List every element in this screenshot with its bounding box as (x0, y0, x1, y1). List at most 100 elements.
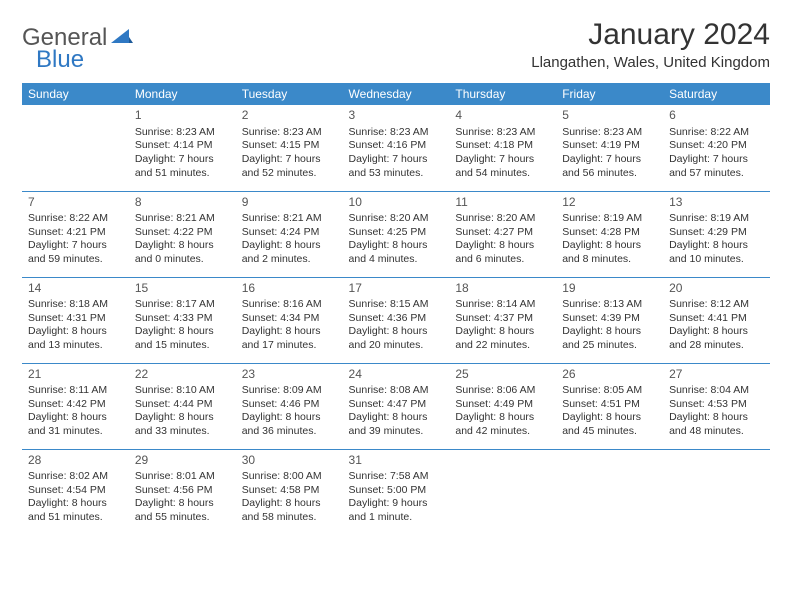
sunrise-line: Sunrise: 8:08 AM (349, 384, 444, 398)
sunset-line: Sunset: 4:56 PM (135, 484, 230, 498)
day-number: 10 (349, 195, 444, 211)
calendar-cell: 16Sunrise: 8:16 AMSunset: 4:34 PMDayligh… (236, 277, 343, 363)
calendar-cell: 5Sunrise: 8:23 AMSunset: 4:19 PMDaylight… (556, 105, 663, 191)
daylight-line: Daylight: 8 hours and 22 minutes. (455, 325, 550, 352)
day-number: 18 (455, 281, 550, 297)
sunrise-line: Sunrise: 8:01 AM (135, 470, 230, 484)
sunrise-line: Sunrise: 8:13 AM (562, 298, 657, 312)
sunset-line: Sunset: 4:22 PM (135, 226, 230, 240)
calendar-cell: 10Sunrise: 8:20 AMSunset: 4:25 PMDayligh… (343, 191, 450, 277)
sunrise-line: Sunrise: 8:06 AM (455, 384, 550, 398)
calendar-cell: 30Sunrise: 8:00 AMSunset: 4:58 PMDayligh… (236, 449, 343, 535)
daylight-line: Daylight: 8 hours and 51 minutes. (28, 497, 123, 524)
daylight-line: Daylight: 8 hours and 15 minutes. (135, 325, 230, 352)
weekday-header: Monday (129, 83, 236, 105)
daylight-line: Daylight: 8 hours and 48 minutes. (669, 411, 764, 438)
calendar-cell: 21Sunrise: 8:11 AMSunset: 4:42 PMDayligh… (22, 363, 129, 449)
sunrise-line: Sunrise: 8:15 AM (349, 298, 444, 312)
sunrise-line: Sunrise: 8:23 AM (349, 126, 444, 140)
day-number: 13 (669, 195, 764, 211)
calendar-row: 1Sunrise: 8:23 AMSunset: 4:14 PMDaylight… (22, 105, 770, 191)
sunset-line: Sunset: 4:42 PM (28, 398, 123, 412)
sunset-line: Sunset: 4:49 PM (455, 398, 550, 412)
sunrise-line: Sunrise: 8:19 AM (669, 212, 764, 226)
calendar-row: 7Sunrise: 8:22 AMSunset: 4:21 PMDaylight… (22, 191, 770, 277)
weekday-header: Saturday (663, 83, 770, 105)
title-block: January 2024 Llangathen, Wales, United K… (531, 18, 770, 71)
sunrise-line: Sunrise: 8:16 AM (242, 298, 337, 312)
calendar-cell: 23Sunrise: 8:09 AMSunset: 4:46 PMDayligh… (236, 363, 343, 449)
sunset-line: Sunset: 4:16 PM (349, 139, 444, 153)
sunset-line: Sunset: 4:14 PM (135, 139, 230, 153)
logo-text-blue: Blue (36, 46, 84, 74)
daylight-line: Daylight: 8 hours and 10 minutes. (669, 239, 764, 266)
daylight-line: Daylight: 8 hours and 4 minutes. (349, 239, 444, 266)
sunset-line: Sunset: 4:18 PM (455, 139, 550, 153)
sunrise-line: Sunrise: 8:21 AM (242, 212, 337, 226)
sunrise-line: Sunrise: 8:14 AM (455, 298, 550, 312)
calendar-row: 28Sunrise: 8:02 AMSunset: 4:54 PMDayligh… (22, 449, 770, 535)
logo-triangle-icon (111, 27, 133, 50)
calendar-cell: 19Sunrise: 8:13 AMSunset: 4:39 PMDayligh… (556, 277, 663, 363)
sunset-line: Sunset: 4:31 PM (28, 312, 123, 326)
daylight-line: Daylight: 8 hours and 31 minutes. (28, 411, 123, 438)
calendar-cell (22, 105, 129, 191)
calendar-row: 14Sunrise: 8:18 AMSunset: 4:31 PMDayligh… (22, 277, 770, 363)
day-number: 17 (349, 281, 444, 297)
calendar-cell: 24Sunrise: 8:08 AMSunset: 4:47 PMDayligh… (343, 363, 450, 449)
sunset-line: Sunset: 4:54 PM (28, 484, 123, 498)
calendar-cell: 13Sunrise: 8:19 AMSunset: 4:29 PMDayligh… (663, 191, 770, 277)
sunrise-line: Sunrise: 8:23 AM (455, 126, 550, 140)
daylight-line: Daylight: 7 hours and 56 minutes. (562, 153, 657, 180)
weekday-header: Wednesday (343, 83, 450, 105)
sunset-line: Sunset: 4:33 PM (135, 312, 230, 326)
day-number: 22 (135, 367, 230, 383)
daylight-line: Daylight: 8 hours and 0 minutes. (135, 239, 230, 266)
sunset-line: Sunset: 4:41 PM (669, 312, 764, 326)
sunset-line: Sunset: 4:37 PM (455, 312, 550, 326)
day-number: 3 (349, 108, 444, 124)
day-number: 23 (242, 367, 337, 383)
sunrise-line: Sunrise: 8:23 AM (135, 126, 230, 140)
day-number: 2 (242, 108, 337, 124)
sunset-line: Sunset: 4:15 PM (242, 139, 337, 153)
daylight-line: Daylight: 7 hours and 57 minutes. (669, 153, 764, 180)
calendar-cell: 18Sunrise: 8:14 AMSunset: 4:37 PMDayligh… (449, 277, 556, 363)
daylight-line: Daylight: 8 hours and 55 minutes. (135, 497, 230, 524)
sunset-line: Sunset: 4:39 PM (562, 312, 657, 326)
daylight-line: Daylight: 7 hours and 51 minutes. (135, 153, 230, 180)
calendar-cell: 6Sunrise: 8:22 AMSunset: 4:20 PMDaylight… (663, 105, 770, 191)
calendar-cell: 7Sunrise: 8:22 AMSunset: 4:21 PMDaylight… (22, 191, 129, 277)
sunset-line: Sunset: 4:21 PM (28, 226, 123, 240)
calendar-cell: 26Sunrise: 8:05 AMSunset: 4:51 PMDayligh… (556, 363, 663, 449)
day-number: 26 (562, 367, 657, 383)
daylight-line: Daylight: 8 hours and 33 minutes. (135, 411, 230, 438)
month-title: January 2024 (531, 18, 770, 52)
header: General January 2024 Llangathen, Wales, … (22, 18, 770, 71)
calendar-cell: 8Sunrise: 8:21 AMSunset: 4:22 PMDaylight… (129, 191, 236, 277)
sunset-line: Sunset: 4:58 PM (242, 484, 337, 498)
sunrise-line: Sunrise: 8:09 AM (242, 384, 337, 398)
day-number: 8 (135, 195, 230, 211)
day-number: 9 (242, 195, 337, 211)
day-number: 27 (669, 367, 764, 383)
sunset-line: Sunset: 4:25 PM (349, 226, 444, 240)
calendar-cell: 4Sunrise: 8:23 AMSunset: 4:18 PMDaylight… (449, 105, 556, 191)
day-number: 19 (562, 281, 657, 297)
sunset-line: Sunset: 4:19 PM (562, 139, 657, 153)
day-number: 1 (135, 108, 230, 124)
weekday-header: Thursday (449, 83, 556, 105)
daylight-line: Daylight: 8 hours and 25 minutes. (562, 325, 657, 352)
daylight-line: Daylight: 8 hours and 42 minutes. (455, 411, 550, 438)
day-number: 24 (349, 367, 444, 383)
sunset-line: Sunset: 4:20 PM (669, 139, 764, 153)
sunrise-line: Sunrise: 8:04 AM (669, 384, 764, 398)
sunset-line: Sunset: 4:44 PM (135, 398, 230, 412)
calendar-cell: 9Sunrise: 8:21 AMSunset: 4:24 PMDaylight… (236, 191, 343, 277)
sunrise-line: Sunrise: 8:17 AM (135, 298, 230, 312)
sunset-line: Sunset: 4:34 PM (242, 312, 337, 326)
day-number: 5 (562, 108, 657, 124)
sunrise-line: Sunrise: 8:11 AM (28, 384, 123, 398)
sunrise-line: Sunrise: 8:10 AM (135, 384, 230, 398)
calendar-cell: 20Sunrise: 8:12 AMSunset: 4:41 PMDayligh… (663, 277, 770, 363)
